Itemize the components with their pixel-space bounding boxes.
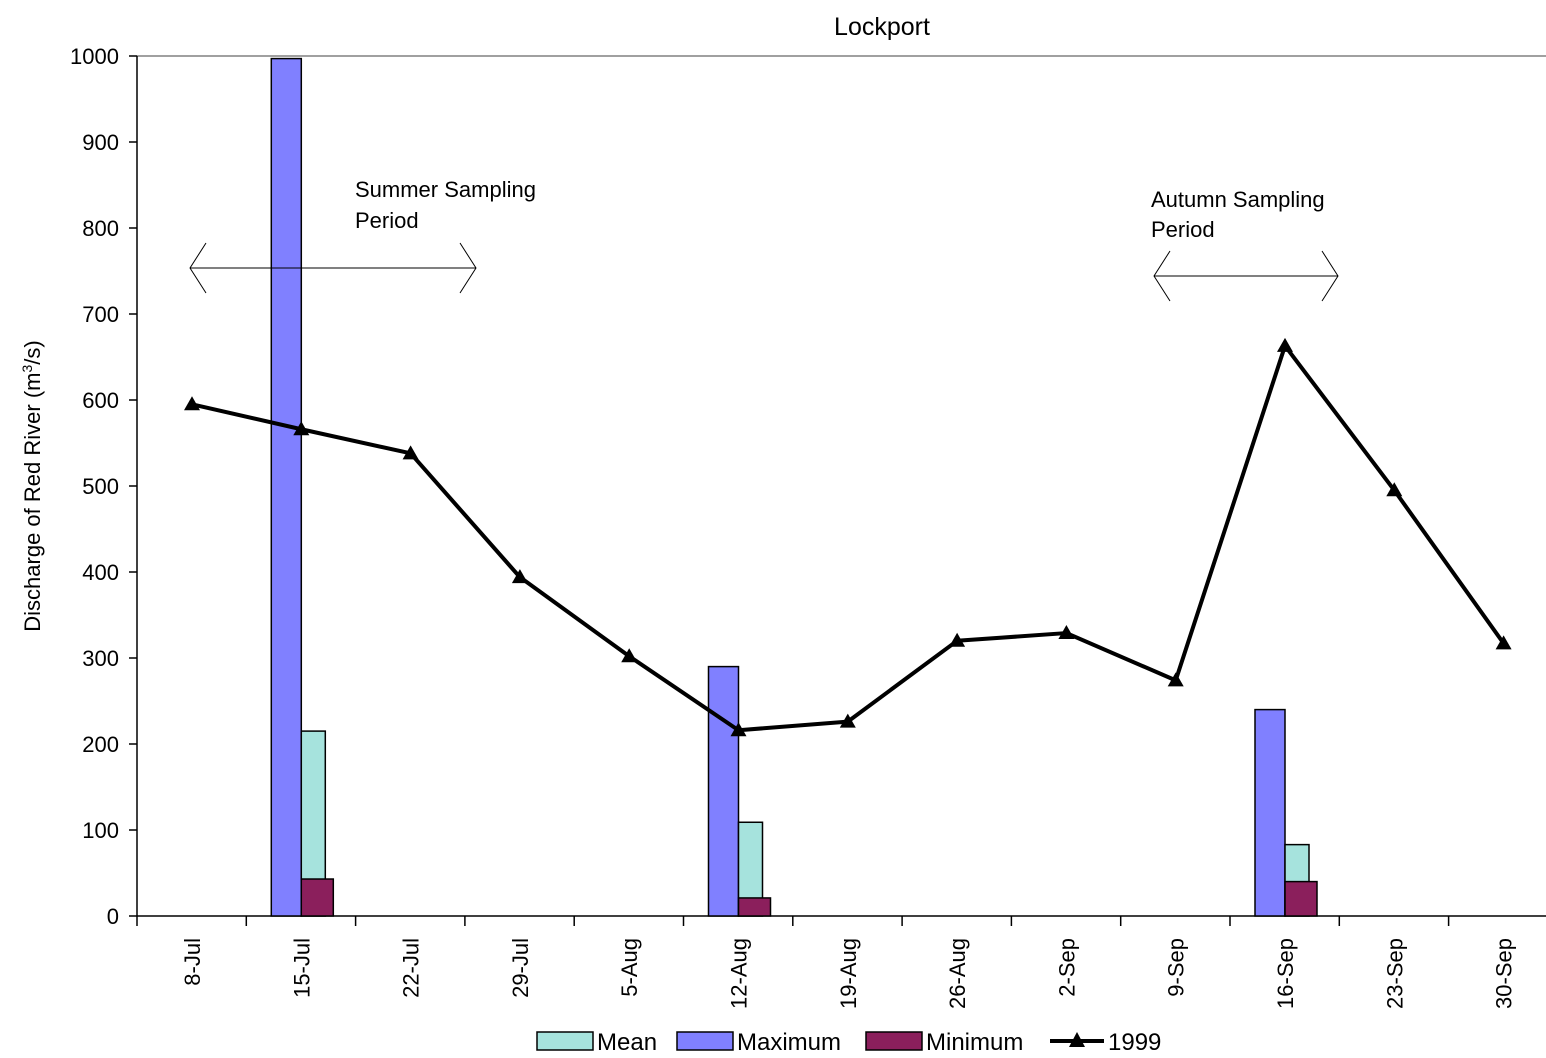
point-1999 [949, 632, 966, 647]
x-tick-label: 16-Sep [1273, 938, 1298, 1009]
y-tick-label: 300 [82, 646, 119, 671]
y-tick-label: 200 [82, 732, 119, 757]
bar-maximum [270, 57, 303, 917]
legend-label: Mean [597, 1029, 657, 1056]
x-tick-label: 30-Sep [1492, 938, 1517, 1009]
x-axis: 8-Jul 15-Jul 22-Jul 29-Jul 5-Aug 12-Aug 19-Aug… [136, 915, 1546, 1009]
annotation-arrowhead-right [1321, 250, 1339, 302]
point-1999 [184, 396, 200, 411]
bar-minimum [300, 878, 335, 917]
x-tick-label: 15-Jul [289, 938, 314, 998]
point-1999 [511, 569, 528, 584]
legend-swatch-maximum [676, 1031, 734, 1051]
annotation-arrowhead-right [459, 242, 477, 294]
bars [270, 57, 1318, 917]
annotation-text: Period [355, 208, 419, 233]
point-1999 [730, 722, 747, 737]
legend-swatch-marker [1069, 1032, 1085, 1047]
x-tick-label: 26-Aug [945, 938, 970, 1009]
bar-maximum [1254, 708, 1286, 917]
x-tick-label: 19-Aug [836, 938, 861, 1009]
chart-title: Lockport [834, 13, 930, 41]
legend: Mean Maximum Minimum 1999 [536, 1029, 1161, 1056]
y-tick-label: 0 [107, 904, 119, 929]
annotation-text: Autumn Sampling [1151, 187, 1325, 212]
y-tick-label: 900 [82, 130, 119, 155]
point-1999 [1058, 625, 1075, 640]
point-1999 [839, 713, 856, 728]
annotation-text: Period [1151, 217, 1215, 242]
legend-swatch-minimum [865, 1031, 923, 1051]
point-1999 [1167, 672, 1184, 687]
legend-label: Maximum [737, 1029, 841, 1056]
y-tick-label: 1000 [70, 44, 119, 69]
point-1999 [1386, 482, 1403, 497]
legend-swatch-mean [536, 1031, 594, 1051]
bar-maximum [707, 665, 740, 917]
x-tick-label: 8-Jul [180, 938, 205, 986]
legend-label: 1999 [1108, 1029, 1161, 1056]
x-tick-label: 5-Aug [617, 938, 642, 997]
annotation-arrowhead-left [1153, 250, 1171, 302]
x-tick-label: 2-Sep [1054, 938, 1079, 997]
point-1999 [402, 445, 419, 460]
y-axis: 0 100 200 300 400 500 600 700 800 900 1000 [70, 44, 138, 929]
x-tick-label: 12-Aug [727, 938, 752, 1009]
y-tick-label: 500 [82, 474, 119, 499]
x-tick-label: 23-Sep [1382, 938, 1407, 1009]
point-1999 [1277, 337, 1293, 352]
y-tick-label: 600 [82, 388, 119, 413]
y-tick-label: 800 [82, 216, 119, 241]
point-1999 [1495, 635, 1512, 650]
line-series [184, 337, 1512, 737]
series-line-1999 [191, 343, 1506, 733]
annotation-text: Summer Sampling [355, 177, 536, 202]
legend-label: Minimum [926, 1029, 1023, 1056]
point-1999 [293, 421, 310, 436]
annotation-arrowhead-left [189, 242, 207, 294]
bar-minimum [1284, 880, 1318, 917]
bar-minimum [737, 897, 772, 917]
annotations: Summer Sampling Period Autumn Sampling Peri… [189, 177, 1339, 302]
x-tick-label: 29-Jul [508, 938, 533, 998]
y-tick-label: 400 [82, 560, 119, 585]
x-tick-label: 9-Sep [1164, 938, 1189, 997]
y-axis-label: Discharge of Red River (m3/s) [19, 340, 45, 631]
y-tick-label: 100 [82, 818, 119, 843]
point-1999 [621, 648, 638, 663]
x-tick-label: 22-Jul [399, 938, 424, 998]
y-tick-label: 700 [82, 302, 119, 327]
